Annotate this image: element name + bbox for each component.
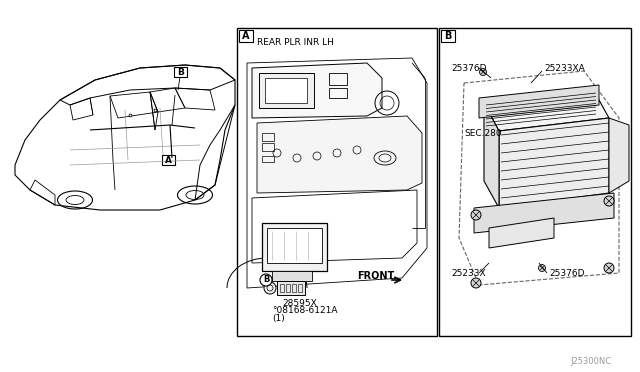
- Text: 25233X: 25233X: [451, 269, 486, 278]
- Bar: [239, 30, 253, 42]
- Bar: [262, 143, 274, 151]
- Text: 25376D: 25376D: [451, 64, 486, 73]
- Polygon shape: [484, 91, 609, 131]
- Bar: [329, 88, 347, 98]
- Text: B: B: [263, 276, 269, 285]
- Bar: [286, 284, 290, 292]
- Text: REAR PLR INR LH: REAR PLR INR LH: [257, 38, 334, 46]
- Text: 28595X: 28595X: [282, 299, 317, 308]
- Bar: [267, 228, 322, 263]
- Circle shape: [604, 196, 614, 206]
- Polygon shape: [484, 103, 499, 208]
- Bar: [237, 28, 437, 336]
- Bar: [329, 73, 347, 85]
- Bar: [262, 156, 274, 162]
- Text: A: A: [243, 31, 250, 41]
- Text: 25376D: 25376D: [549, 269, 584, 278]
- Polygon shape: [474, 193, 614, 233]
- Circle shape: [604, 263, 614, 273]
- Text: FRONT: FRONT: [357, 271, 394, 281]
- Circle shape: [538, 264, 545, 272]
- Circle shape: [471, 210, 481, 220]
- Text: J25300NC: J25300NC: [570, 357, 611, 366]
- Circle shape: [479, 68, 486, 76]
- Bar: [441, 30, 455, 42]
- Bar: [259, 73, 314, 108]
- Text: 25233XA: 25233XA: [544, 64, 585, 73]
- Polygon shape: [479, 85, 599, 118]
- Circle shape: [471, 278, 481, 288]
- Bar: [439, 28, 631, 336]
- Circle shape: [260, 274, 272, 286]
- Bar: [298, 284, 302, 292]
- Polygon shape: [499, 118, 609, 208]
- Bar: [162, 155, 175, 165]
- Text: SEC.280: SEC.280: [464, 128, 502, 138]
- Bar: [292, 284, 296, 292]
- Text: B: B: [177, 67, 184, 77]
- Bar: [265, 78, 307, 103]
- Text: A: A: [165, 155, 172, 164]
- Bar: [262, 133, 274, 141]
- Bar: [174, 67, 187, 77]
- Polygon shape: [257, 116, 422, 193]
- Text: (1): (1): [272, 314, 285, 323]
- Circle shape: [264, 282, 276, 294]
- Bar: [262, 223, 327, 271]
- Text: B: B: [444, 31, 452, 41]
- Polygon shape: [252, 63, 382, 118]
- Polygon shape: [489, 218, 554, 248]
- Bar: [272, 271, 312, 281]
- Bar: [280, 284, 284, 292]
- Polygon shape: [609, 118, 629, 193]
- Text: °08168-6121A: °08168-6121A: [272, 306, 337, 315]
- Bar: [277, 281, 305, 295]
